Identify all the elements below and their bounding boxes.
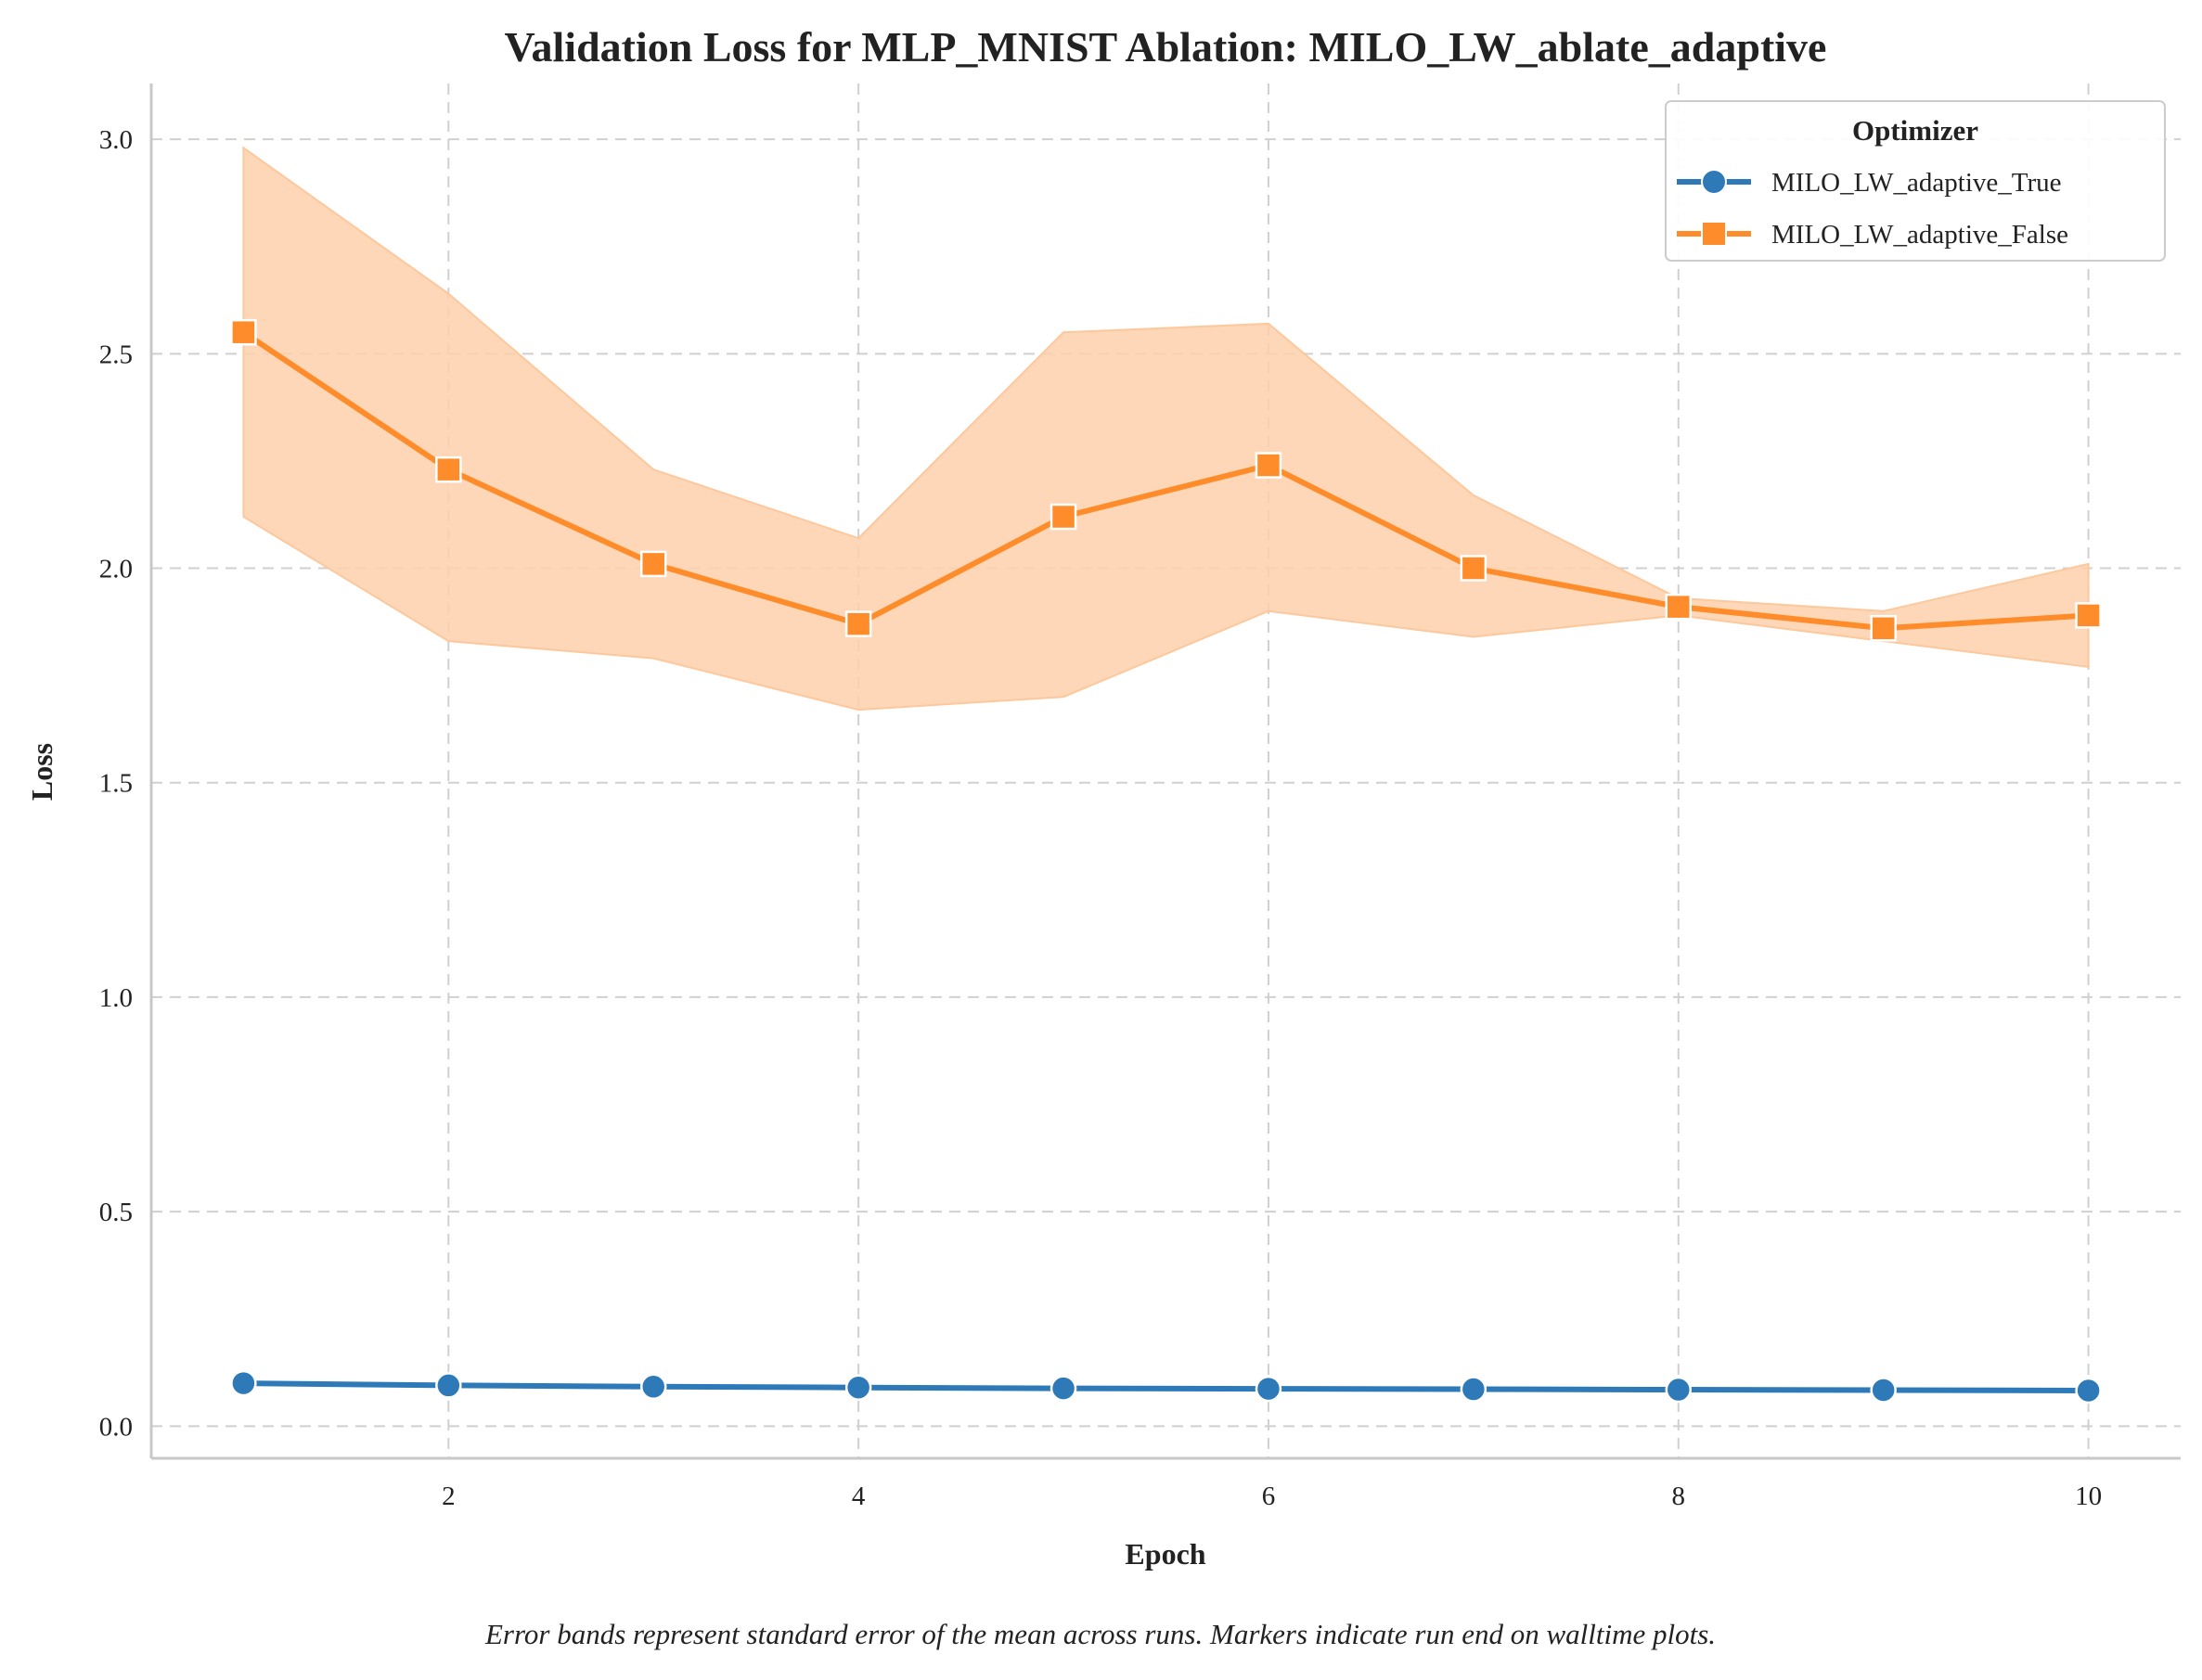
data-point-circle	[639, 1373, 667, 1401]
data-point-circle	[2075, 1377, 2102, 1404]
legend-label: MILO_LW_adaptive_False	[1771, 220, 2068, 250]
legend-marker-square	[1701, 221, 1727, 247]
data-point-square	[1049, 503, 1077, 531]
data-point-square	[639, 550, 667, 578]
y-tick-label: 2.0	[99, 555, 133, 584]
axes	[149, 83, 2181, 1460]
data-point-square	[435, 455, 462, 483]
data-point-square	[1665, 593, 1693, 621]
x-tick-label: 6	[1262, 1481, 1276, 1511]
data-point-circle	[1460, 1376, 1487, 1403]
legend-marker-circle	[1701, 169, 1727, 195]
data-point-square	[230, 318, 257, 346]
x-tick-label: 10	[2075, 1481, 2102, 1511]
y-tick-label: 0.0	[99, 1412, 133, 1442]
grid-lines	[151, 83, 2181, 1458]
data-point-circle	[1665, 1376, 1693, 1404]
data-series	[230, 318, 2102, 1404]
legend: Optimizer MILO_LW_adaptive_True MILO_LW_ad…	[1665, 100, 2166, 262]
series-line	[240, 329, 2092, 632]
tick-labels: 2 4 6 8 10 0.0 0.5 1.0 1.5 2.0 2.5 3.0	[99, 125, 2102, 1511]
data-point-circle	[435, 1372, 462, 1399]
error-bands	[242, 146, 2090, 712]
data-point-circle	[1049, 1375, 1077, 1402]
x-axis-label: Epoch	[1125, 1537, 1205, 1571]
x-tick-label: 2	[442, 1481, 456, 1511]
legend-title: Optimizer	[1852, 114, 1978, 147]
y-tick-label: 3.0	[99, 125, 133, 155]
legend-box	[1665, 100, 2166, 262]
data-point-circle	[230, 1369, 257, 1397]
series-line	[240, 1380, 2092, 1393]
error-band	[242, 146, 2090, 712]
data-point-circle	[1255, 1375, 1282, 1403]
data-point-square	[1255, 452, 1282, 479]
data-point-square	[844, 610, 872, 637]
y-tick-label: 2.5	[99, 340, 133, 369]
data-point-circle	[844, 1374, 872, 1401]
data-point-circle	[1870, 1377, 1897, 1404]
y-tick-label: 1.5	[99, 769, 133, 799]
x-tick-label: 4	[852, 1481, 866, 1511]
legend-label: MILO_LW_adaptive_True	[1771, 168, 2062, 198]
y-axis-label: Loss	[25, 743, 58, 801]
y-tick-label: 1.0	[99, 983, 133, 1013]
data-point-square	[2075, 602, 2102, 629]
x-tick-label: 8	[1672, 1481, 1686, 1511]
data-point-square	[1460, 555, 1487, 582]
data-point-square	[1870, 615, 1897, 642]
chart-title: Validation Loss for MLP_MNIST Ablation: …	[505, 23, 1827, 71]
y-tick-label: 0.5	[99, 1198, 133, 1227]
chart-caption: Error bands represent standard error of …	[484, 1618, 1716, 1650]
